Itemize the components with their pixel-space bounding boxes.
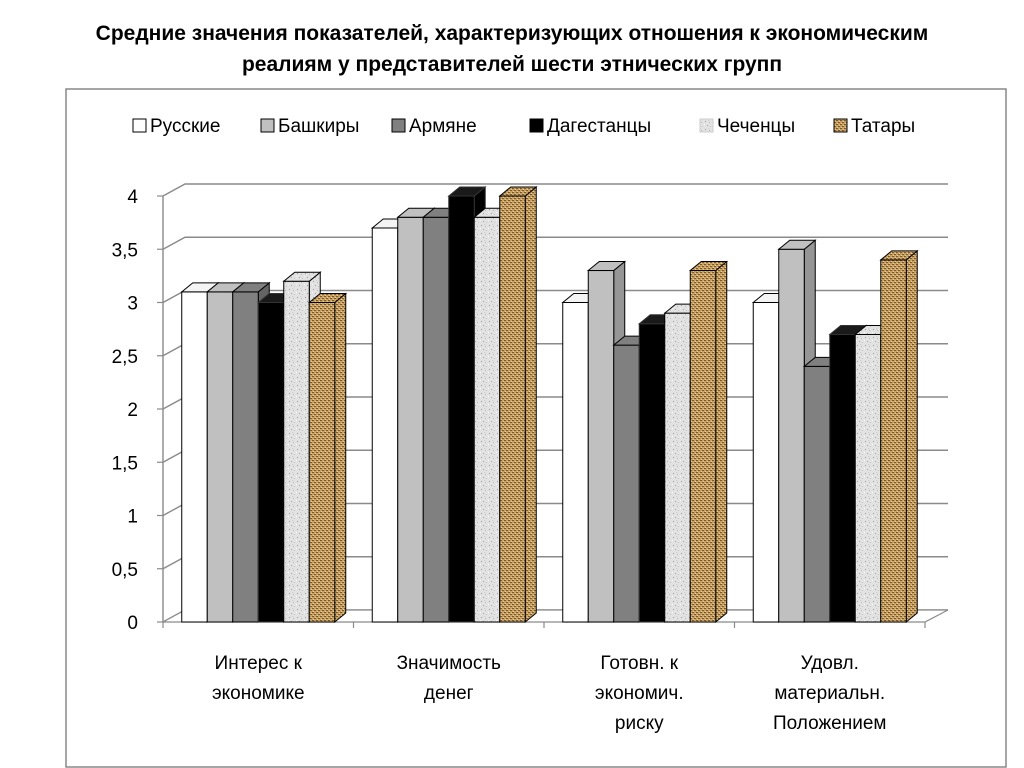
gridline (162, 236, 948, 250)
bar-чеченцы-4-front (854, 333, 882, 623)
y-tick-label: 0 (127, 613, 138, 634)
bar-башкиры-3-front (587, 270, 615, 623)
legend-label: Чеченцы (717, 116, 795, 137)
legend-item-дагестанцы: Дагестанцы (529, 116, 651, 137)
x-tick-label: денег (424, 683, 474, 704)
legend-item-чеченцы: Чеченцы (699, 116, 795, 137)
legend-item-татары: Татары (833, 116, 915, 137)
bar-татары-1 (307, 292, 348, 624)
legend-swatch (529, 118, 544, 133)
legend-swatch (132, 118, 147, 133)
bar-русские-1-front (181, 291, 208, 623)
bar-татары-2-top (498, 186, 538, 197)
y-tick-label: 3,5 (112, 240, 138, 261)
legend-label: Армяне (409, 116, 477, 137)
x-tick-label: риску (615, 713, 664, 734)
bar-татары-1-side (334, 292, 347, 624)
bar-башкиры-1-front (206, 291, 234, 623)
y-tick-label: 3 (127, 294, 138, 315)
y-tick-label: 4 (127, 187, 138, 208)
bar-татары-1-top (307, 293, 348, 303)
bar-татары-3-side (715, 260, 728, 624)
legend-swatch (833, 118, 848, 133)
bar-чеченцы-1-top (282, 271, 322, 282)
chart-title-line2: реалиям у представителей шести этнически… (241, 53, 783, 76)
bar-армяне-1-top (231, 282, 271, 293)
bar-дагестанцы-2-top (447, 186, 487, 197)
bar-татары-2 (498, 185, 538, 624)
x-tick-label: экономике (212, 683, 305, 704)
legend-item-русские: Русские (132, 116, 220, 137)
bar-армяне-4-front (803, 365, 831, 623)
y-tick-label: 1 (127, 507, 138, 528)
bar-татары-1-front (308, 302, 336, 623)
bar-татары-3 (688, 260, 729, 624)
y-tick-label: 0,5 (112, 560, 138, 581)
bar-чеченцы-1-front (283, 280, 310, 623)
bar-армяне-2-front (422, 216, 450, 623)
bar-башкиры-3-top (586, 261, 627, 272)
bar-дагестанцы-4-front (829, 333, 856, 623)
bar-дагестанцы-1-front (257, 302, 285, 623)
plot-area: 0 0,5 1 1,5 2 2,5 3 3,5 4 Интерес к экономике Значи… (112, 183, 949, 734)
bar-башкиры-4-top (777, 239, 817, 250)
gridline (162, 183, 948, 197)
legend-swatch (699, 118, 714, 133)
y-tick-label: 2 (127, 400, 138, 421)
x-tick-label: Положением (773, 713, 886, 734)
x-tick-label: Интерес к (215, 653, 303, 674)
x-tick-label: Готовн. к (600, 653, 678, 674)
legend-label: Башкиры (278, 116, 359, 137)
x-tick-label: материальн. (774, 683, 885, 704)
bar-татары-4-top (879, 250, 919, 261)
bar-татары-3-top (688, 261, 729, 272)
bar-армяне-1-front (232, 291, 259, 623)
legend-item-армяне: Армяне (391, 116, 477, 137)
y-tick-label: 2,5 (112, 347, 138, 368)
x-tick-label: Удовл. (801, 653, 859, 674)
bar-дагестанцы-3-front (638, 323, 666, 623)
bar-татары-4-front (880, 259, 907, 623)
x-tick-label: Значимость (397, 653, 501, 674)
bar-татары-4-side (905, 249, 918, 624)
legend: Русские Башкиры Армяне Дагестанцы Чеченцы Тат… (132, 116, 915, 137)
bar-армяне-3-front (613, 344, 640, 623)
bar-татары-3-front (689, 270, 717, 623)
bar-башкиры-4-front (778, 248, 805, 623)
bar-чеченцы-2-front (473, 216, 501, 623)
bar-татары-2-side (524, 185, 537, 624)
chart-title-line1: Средние значения показателей, характериз… (95, 22, 929, 45)
bar-татары-2-front (499, 195, 526, 623)
legend-label: Татары (851, 116, 915, 137)
legend-label: Дагестанцы (547, 116, 651, 137)
bar-русские-2-front (371, 227, 399, 623)
x-tick-label: экономич. (595, 683, 684, 704)
bar-чеченцы-3-front (664, 312, 691, 623)
legend-item-башкиры: Башкиры (260, 116, 359, 137)
legend-label: Русские (150, 116, 220, 137)
bar-татары-4 (879, 249, 919, 624)
legend-swatch (260, 118, 275, 133)
bar-русские-3-front (562, 302, 589, 623)
bar-башкиры-2-front (397, 216, 424, 623)
y-tick-label: 1,5 (112, 453, 138, 474)
bar-русские-4-front (752, 302, 780, 623)
chart-title: Средние значения показателей, характериз… (0, 18, 1024, 80)
legend-swatch (391, 118, 406, 133)
bar-дагестанцы-2-front (448, 195, 475, 623)
